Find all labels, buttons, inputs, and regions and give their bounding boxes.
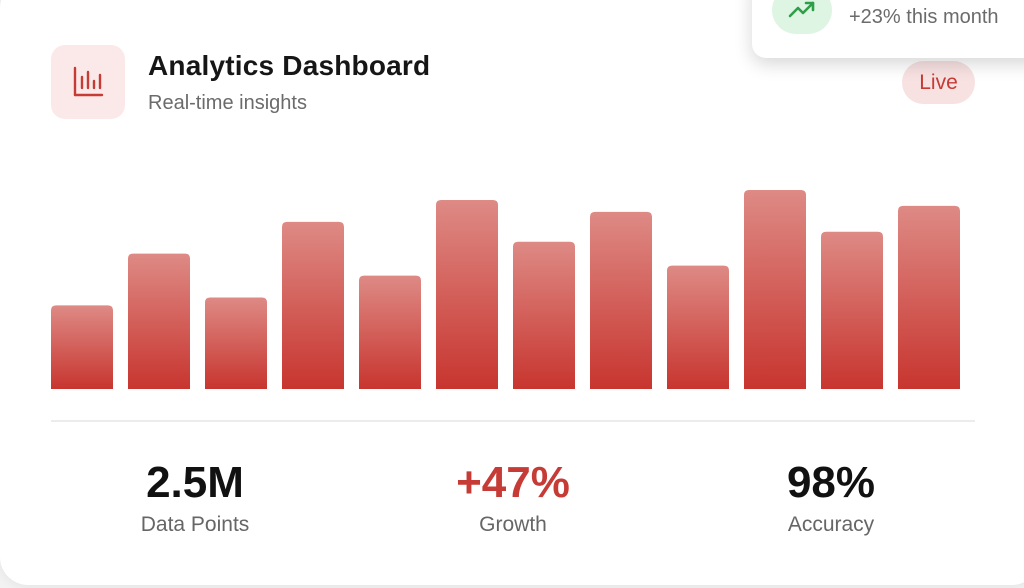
chart-bar-10[interactable] — [744, 190, 806, 389]
stat-accuracy: 98% Accuracy — [691, 455, 971, 537]
chart-bar-9[interactable] — [667, 265, 729, 389]
chart-bar-6[interactable] — [436, 199, 498, 389]
chart-bar-8[interactable] — [590, 211, 652, 389]
divider — [51, 420, 975, 422]
stat-label: Growth — [479, 513, 547, 536]
trending-up-icon-tile — [772, 0, 832, 34]
stat-label: Data Points — [140, 513, 250, 536]
stat-growth: +47% Growth — [373, 455, 653, 537]
stat-data-points: 2.5M Data Points — [55, 455, 335, 537]
live-badge[interactable]: Live — [902, 61, 975, 104]
chart-bar-12[interactable] — [898, 205, 960, 389]
bar-chart-icon-tile — [51, 45, 125, 119]
chart-bar-11[interactable] — [821, 231, 883, 389]
chart-bar-1[interactable] — [51, 305, 113, 389]
trending-up-icon — [788, 1, 815, 18]
stat-value: +47% — [456, 458, 570, 507]
stat-label: Accuracy — [787, 513, 875, 536]
page-title: Analytics Dashboard — [148, 50, 431, 81]
page-subtitle: Real-time insights — [148, 92, 307, 114]
notification-text: +23% this month — [849, 6, 999, 28]
chart-bar-4[interactable] — [282, 221, 344, 389]
chart-bar-5[interactable] — [359, 275, 421, 389]
chart-bar-3[interactable] — [205, 297, 267, 389]
stat-value: 98% — [786, 458, 876, 507]
bar-chart-icon — [73, 66, 104, 97]
bar-chart — [51, 190, 960, 389]
chart-bar-2[interactable] — [128, 253, 190, 389]
stat-value: 2.5M — [146, 458, 244, 507]
growth-notification[interactable]: +23% this month — [752, 0, 1024, 58]
chart-bar-7[interactable] — [513, 241, 575, 389]
